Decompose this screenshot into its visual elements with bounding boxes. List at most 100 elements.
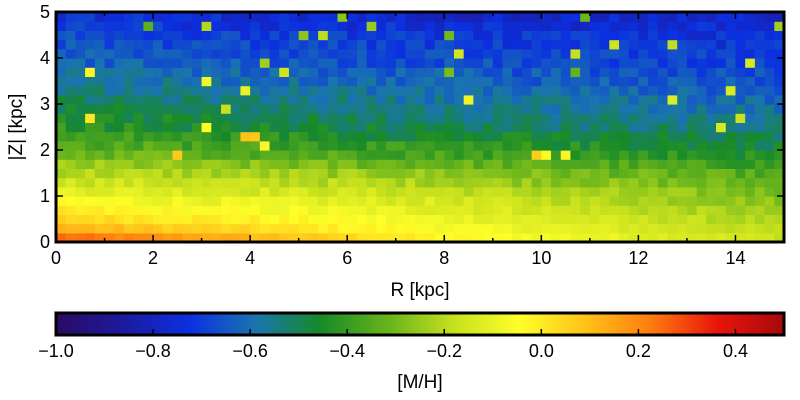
heatmap-cell	[725, 39, 737, 50]
heatmap-cell	[85, 39, 96, 50]
heatmap-cell	[648, 196, 659, 206]
heatmap-cell	[609, 85, 620, 96]
heatmap-cell	[492, 12, 504, 22]
heatmap-cell	[279, 39, 290, 50]
heatmap-cell	[774, 30, 785, 41]
heatmap-cell	[104, 223, 115, 234]
heatmap-cell	[75, 232, 86, 243]
heatmap-cell	[541, 122, 552, 133]
heatmap-cell	[279, 12, 290, 22]
heatmap-cell	[395, 39, 407, 50]
heatmap-cell	[172, 12, 183, 22]
heatmap-cell	[599, 58, 610, 68]
heatmap-cell	[259, 186, 271, 197]
heatmap-cell	[75, 122, 86, 133]
heatmap-cell	[143, 94, 154, 105]
heatmap-cell	[541, 12, 552, 22]
heatmap-cell	[764, 214, 775, 225]
heatmap-cell	[162, 39, 174, 50]
heatmap-cell	[153, 30, 164, 41]
heatmap-cell	[133, 131, 144, 142]
heatmap-cell	[191, 12, 203, 22]
heatmap-cell	[269, 140, 280, 151]
heatmap-cell	[230, 67, 242, 77]
heatmap-cell	[405, 113, 416, 123]
heatmap-cell	[677, 196, 688, 206]
heatmap-cell	[56, 58, 67, 68]
heatmap-cell	[104, 177, 115, 188]
heatmap-cell	[716, 140, 727, 151]
heatmap-cell	[551, 122, 562, 133]
heatmap-cell	[589, 122, 601, 133]
heatmap-cell	[764, 104, 775, 114]
heatmap-cell	[764, 12, 775, 22]
heatmap-cell	[104, 85, 115, 96]
heatmap-cell	[56, 159, 67, 169]
heatmap-cell	[182, 168, 193, 179]
heatmap-cell	[696, 131, 707, 142]
heatmap-cell	[453, 58, 465, 68]
heatmap-cell	[279, 196, 290, 206]
heatmap-cell	[444, 186, 455, 197]
heatmap-cell	[415, 30, 426, 41]
heatmap-cell	[123, 196, 135, 206]
heatmap-cell	[560, 168, 572, 179]
heatmap-cell	[288, 186, 300, 197]
heatmap-cell	[94, 140, 106, 151]
heatmap-cell	[162, 168, 174, 179]
heatmap-cell	[56, 122, 67, 133]
heatmap-cell	[453, 39, 465, 50]
heatmap-cell	[415, 12, 426, 22]
heatmap-cell	[104, 39, 115, 50]
heatmap-cell	[463, 150, 474, 160]
heatmap-cell	[531, 223, 542, 234]
heatmap-cell	[444, 30, 455, 41]
heatmap-cell	[473, 58, 484, 68]
heatmap-cell	[483, 113, 494, 123]
heatmap-cell	[230, 159, 242, 169]
heatmap-cell	[201, 85, 212, 96]
heatmap-cell	[230, 104, 242, 114]
heatmap-cell	[240, 214, 251, 225]
heatmap-cell	[94, 21, 106, 31]
heatmap-cell	[356, 76, 368, 87]
heatmap-cell	[182, 94, 193, 105]
heatmap-cell	[405, 67, 416, 77]
heatmap-cell	[191, 30, 203, 41]
heatmap-cell	[424, 85, 436, 96]
heatmap-cell	[162, 223, 174, 234]
heatmap-cell	[327, 85, 339, 96]
heatmap-cell	[298, 168, 309, 179]
heatmap-cell	[65, 186, 77, 197]
heatmap-cell	[318, 39, 329, 50]
heatmap-cell	[114, 30, 125, 41]
heatmap-cell	[172, 205, 183, 215]
heatmap-cell	[211, 196, 222, 206]
heatmap-cell	[444, 113, 455, 123]
heatmap-cell	[453, 196, 465, 206]
heatmap-cell	[444, 58, 455, 68]
heatmap-cell	[415, 122, 426, 133]
heatmap-cell	[589, 168, 601, 179]
heatmap-cell	[85, 76, 96, 87]
heatmap-cell	[774, 48, 785, 59]
heatmap-cell	[706, 12, 717, 22]
heatmap-cell	[395, 122, 407, 133]
heatmap-cell	[580, 205, 591, 215]
heatmap-cell	[123, 150, 135, 160]
heatmap-cell	[172, 140, 183, 151]
heatmap-cell	[434, 168, 445, 179]
heatmap-cell	[696, 58, 707, 68]
heatmap-cell	[347, 67, 358, 77]
heatmap-cell	[424, 186, 436, 197]
heatmap-cell	[512, 232, 523, 243]
heatmap-cell	[648, 30, 659, 41]
heatmap-cell	[75, 214, 86, 225]
heatmap-cell	[648, 168, 659, 179]
heatmap-cell	[706, 159, 717, 169]
heatmap-cell	[415, 113, 426, 123]
heatmap-cell	[123, 58, 135, 68]
heatmap-cell	[764, 113, 775, 123]
heatmap-cell	[269, 168, 280, 179]
heatmap-cell	[298, 12, 309, 22]
